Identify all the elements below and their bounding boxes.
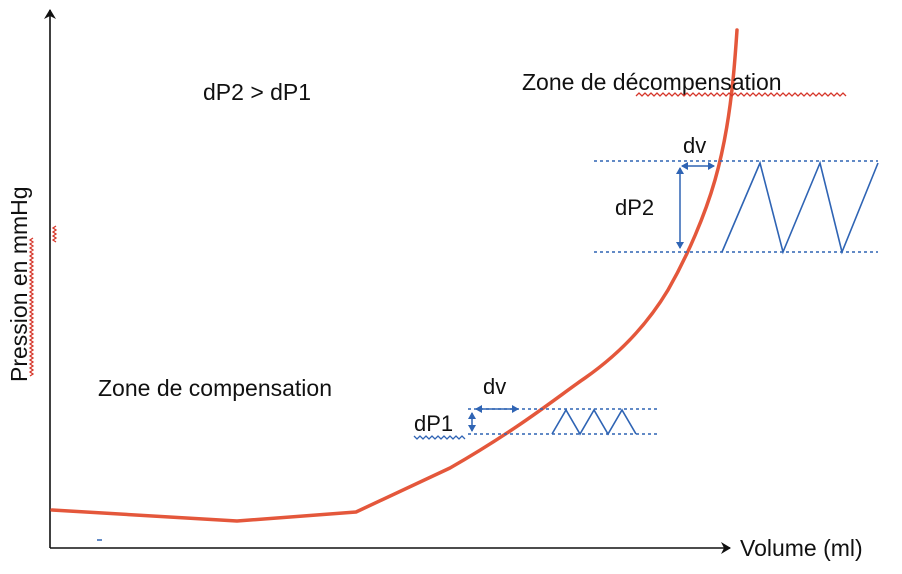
dv-low-label: dv xyxy=(483,374,506,399)
y-label-spellcheck-squiggle-2 xyxy=(28,237,35,377)
pressure-volume-curve xyxy=(50,28,739,523)
dp2-zigzag xyxy=(721,160,879,255)
y-axis-label: Pression en mmHg xyxy=(6,186,32,382)
dp2-label: dP2 xyxy=(615,195,654,220)
decompensation-spellcheck-squiggle xyxy=(635,92,847,97)
zone-decompensation-label: Zone de décompensation xyxy=(522,69,782,95)
dp1-label: dP1 xyxy=(414,411,453,436)
y-label-spellcheck-squiggle xyxy=(51,225,58,243)
dp1-spellcheck-squiggle xyxy=(413,435,466,440)
zone-compensation-label: Zone de compensation xyxy=(98,375,332,401)
dp1-zigzag xyxy=(551,408,637,436)
relation-label: dP2 > dP1 xyxy=(203,79,311,105)
x-axis-label: Volume (ml) xyxy=(740,535,863,561)
dv-high-label: dv xyxy=(683,133,706,158)
